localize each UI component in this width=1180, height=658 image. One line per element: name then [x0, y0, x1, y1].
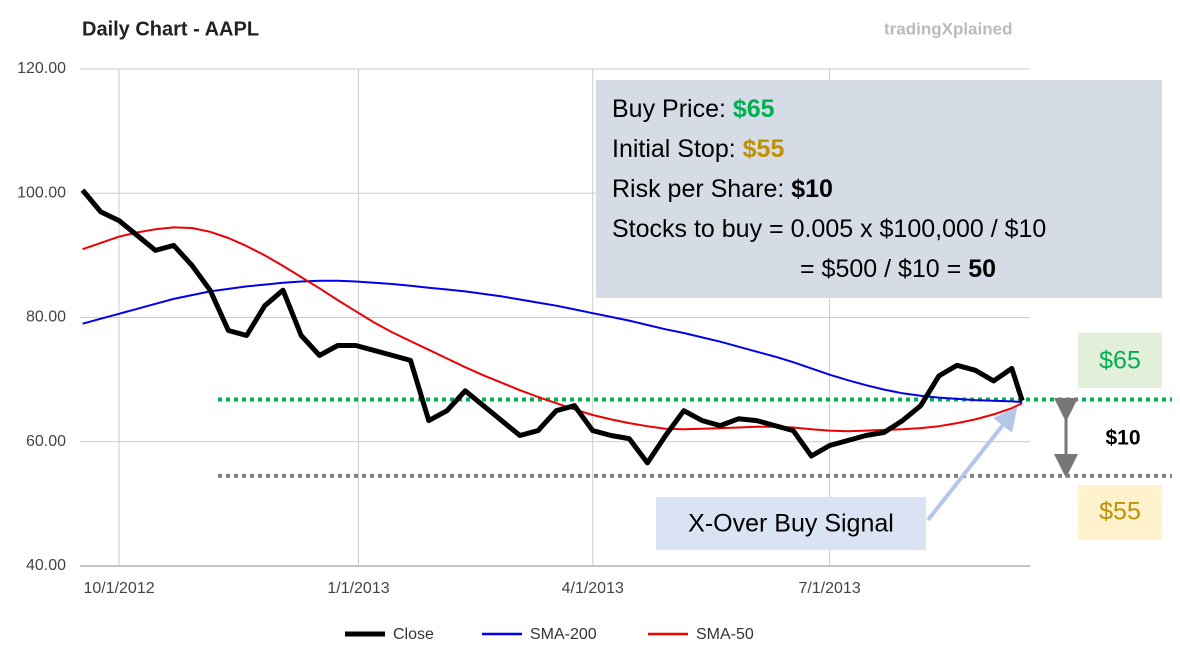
signal-label: X-Over Buy Signal	[688, 510, 894, 538]
info-text: 50	[968, 255, 996, 283]
legend-label: SMA-50	[696, 626, 754, 643]
series-line	[82, 279, 1023, 403]
y-tick-label: 100.00	[17, 184, 66, 201]
risk-label: $10	[1105, 427, 1140, 450]
x-tick-label: 1/1/2013	[327, 580, 389, 597]
info-text: = $500 / $10 =	[800, 255, 968, 283]
series-line	[80, 188, 1025, 466]
signal-arrow	[926, 406, 1018, 522]
y-tick-label: 40.00	[26, 557, 66, 574]
info-line: Stocks to buy = 0.005 x $100,000 / $10	[612, 215, 1046, 243]
y-tick-label: 80.00	[26, 309, 66, 326]
info-text: $55	[743, 135, 785, 163]
stop-box	[1078, 485, 1162, 540]
y-tick-label: 120.00	[17, 60, 66, 77]
info-box	[596, 80, 1162, 298]
info-text: Risk per Share:	[612, 175, 791, 203]
info-text: $65	[733, 95, 775, 123]
x-tick-label: 7/1/2013	[798, 580, 860, 597]
y-tick-label: 60.00	[26, 433, 66, 450]
info-text: $10	[791, 175, 833, 203]
info-line: Initial Stop: $55	[612, 135, 784, 163]
info-text: Stocks to buy = 0.005 x $100,000 / $10	[612, 215, 1046, 243]
buy-label: $65	[1099, 347, 1141, 375]
info-text: Buy Price:	[612, 95, 733, 123]
signal-box	[656, 497, 926, 550]
info-line: Buy Price: $65	[612, 95, 775, 123]
legend-label: Close	[393, 626, 434, 643]
legend-label: SMA-200	[530, 626, 597, 643]
info-line: Risk per Share: $10	[612, 175, 833, 203]
series-line	[82, 226, 1023, 433]
watermark: tradingXplained	[884, 19, 1012, 38]
buy-box	[1078, 333, 1162, 388]
stop-label: $55	[1099, 498, 1141, 526]
chart-title: Daily Chart - AAPL	[82, 18, 259, 40]
info-text: Initial Stop:	[612, 135, 743, 163]
info-line: = $500 / $10 = 50	[800, 255, 996, 283]
x-tick-label: 4/1/2013	[562, 580, 624, 597]
x-tick-label: 10/1/2012	[83, 580, 154, 597]
